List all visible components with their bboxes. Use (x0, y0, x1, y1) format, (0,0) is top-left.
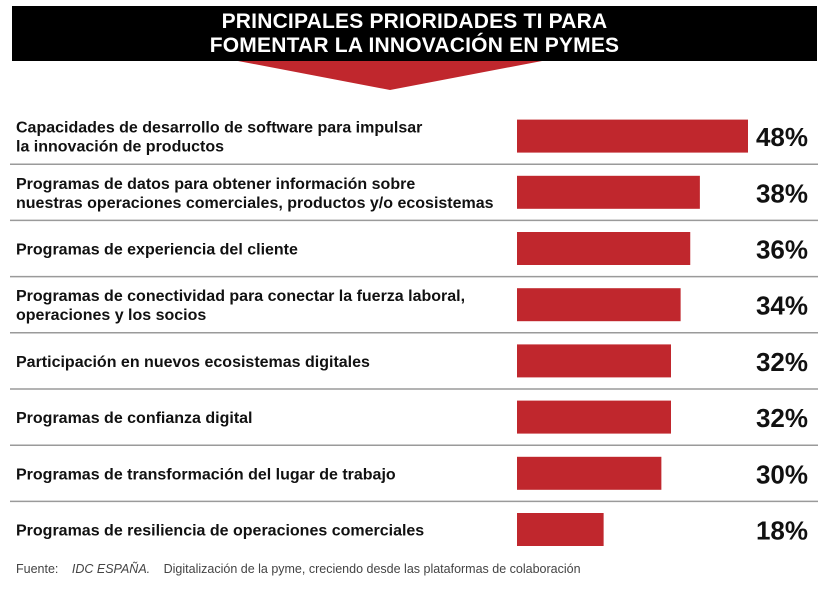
chart-title-line-1: PRINCIPALES PRIORIDADES TI PARA (221, 9, 608, 33)
category-label: la innovación de productos (16, 139, 224, 156)
bar-chart: Capacidades de desarrollo de software pa… (10, 119, 818, 546)
value-label: 32% (756, 347, 808, 377)
source-text: Digitalización de la pyme, creciendo des… (163, 562, 581, 576)
value-label: 30% (756, 459, 808, 489)
category-label: Programas de resiliencia de operaciones … (16, 523, 424, 540)
bar (517, 288, 681, 322)
bar (517, 513, 604, 546)
category-label: Programas de datos para obtener informac… (16, 176, 415, 193)
bar (517, 400, 671, 434)
category-label: Capacidades de desarrollo de software pa… (16, 120, 422, 137)
bar (517, 456, 662, 490)
value-label: 38% (756, 178, 808, 208)
category-label: Programas de experiencia del cliente (16, 242, 298, 259)
value-label: 34% (756, 291, 808, 321)
value-label: 48% (756, 122, 808, 152)
bar (517, 175, 700, 209)
value-label: 32% (756, 403, 808, 433)
title-pointer-arrow (238, 61, 542, 90)
bar (517, 344, 671, 378)
bar (517, 119, 748, 153)
value-label: 18% (756, 516, 808, 546)
source-organization: IDC ESPAÑA. (71, 562, 151, 576)
value-label: 36% (756, 235, 808, 265)
category-label: Programas de transformación del lugar de… (16, 466, 396, 483)
category-label: nuestras operaciones comerciales, produc… (16, 195, 494, 212)
source-label: Fuente: (16, 562, 59, 576)
chart-title: PRINCIPALES PRIORIDADES TI PARA FOMENTAR… (12, 6, 817, 61)
category-label: Programas de conectividad para conectar … (16, 288, 465, 305)
category-label: Programas de confianza digital (16, 410, 253, 427)
chart-title-line-2: FOMENTAR LA INNOVACIÓN EN PYMES (209, 33, 620, 57)
bar (517, 232, 691, 265)
category-label: operaciones y los socios (16, 307, 206, 324)
source-note: Fuente: IDC ESPAÑA. Digitalización de la… (16, 562, 581, 576)
category-label: Participación en nuevos ecosistemas digi… (16, 354, 370, 371)
